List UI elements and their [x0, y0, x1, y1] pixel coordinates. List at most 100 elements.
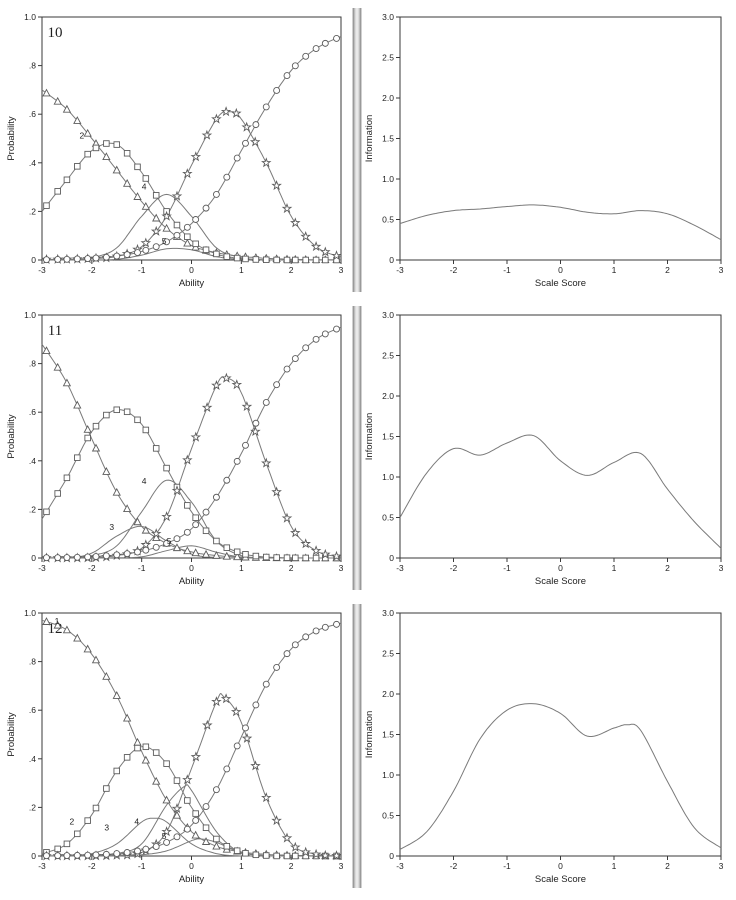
svg-text:1: 1 [239, 563, 244, 573]
svg-text:.2: .2 [29, 802, 36, 812]
svg-text:2: 2 [289, 563, 294, 573]
svg-text:3: 3 [104, 822, 109, 832]
svg-text:3: 3 [719, 861, 724, 871]
item-10-information-chart-panel: -3 -2 -1 0 1 2 3 0 0.5 1.0 1.5 2.0 2.5 3.0 Scale Score… [362, 8, 732, 292]
svg-text:0: 0 [189, 861, 194, 871]
item-12-category-probability-chart: -3 -2 -1 0 1 2 3 0 .2 .4 .6 .8 1.0 Ability Probability… [6, 608, 344, 885]
svg-text:0: 0 [558, 861, 563, 871]
svg-text:-3: -3 [396, 563, 404, 573]
svg-text:Probability: Probability [6, 712, 17, 757]
svg-text:1.0: 1.0 [382, 472, 394, 482]
column-separator [352, 604, 362, 888]
svg-text:Scale Score: Scale Score [535, 874, 586, 885]
svg-text:.2: .2 [29, 206, 36, 216]
svg-text:1.0: 1.0 [24, 12, 36, 22]
svg-text:2: 2 [70, 816, 75, 826]
svg-text:-3: -3 [38, 563, 46, 573]
svg-text:3: 3 [339, 861, 344, 871]
svg-text:3.0: 3.0 [382, 12, 394, 22]
svg-text:Information: Information [364, 115, 375, 163]
svg-text:.4: .4 [29, 456, 36, 466]
svg-text:-3: -3 [396, 861, 404, 871]
svg-text:2: 2 [665, 265, 670, 275]
svg-text:1.0: 1.0 [382, 770, 394, 780]
svg-text:Ability: Ability [179, 278, 205, 289]
svg-text:-1: -1 [138, 563, 146, 573]
svg-text:0: 0 [389, 553, 394, 563]
svg-text:11: 11 [48, 323, 62, 339]
svg-text:0.5: 0.5 [382, 513, 394, 523]
svg-text:Ability: Ability [179, 576, 205, 587]
column-separator [352, 8, 362, 292]
svg-text:1.5: 1.5 [382, 432, 394, 442]
svg-text:0: 0 [31, 851, 36, 861]
svg-text:1.0: 1.0 [24, 608, 36, 618]
svg-text:-1: -1 [138, 265, 146, 275]
svg-text:Probability: Probability [6, 116, 17, 161]
svg-text:3.0: 3.0 [382, 608, 394, 618]
svg-text:.8: .8 [29, 61, 36, 71]
svg-text:2.0: 2.0 [382, 93, 394, 103]
svg-text:-1: -1 [138, 861, 146, 871]
item-10-row: -3 -2 -1 0 1 2 3 0 .2 .4 .6 .8 1.0 Ability Probability… [4, 8, 732, 292]
item-10-information-chart: -3 -2 -1 0 1 2 3 0 0.5 1.0 1.5 2.0 2.5 3.0 Scale Score… [364, 12, 724, 289]
svg-text:.6: .6 [29, 705, 36, 715]
svg-text:3: 3 [719, 563, 724, 573]
svg-text:3: 3 [719, 265, 724, 275]
svg-text:-2: -2 [88, 265, 96, 275]
svg-text:0: 0 [31, 255, 36, 265]
svg-text:1.5: 1.5 [382, 134, 394, 144]
svg-text:-2: -2 [450, 265, 458, 275]
svg-text:2: 2 [289, 861, 294, 871]
svg-text:1.0: 1.0 [24, 310, 36, 320]
svg-text:1: 1 [239, 861, 244, 871]
item-10-category-probability-chart: -3 -2 -1 0 1 2 3 0 .2 .4 .6 .8 1.0 Ability Probability… [6, 12, 344, 289]
svg-text:0: 0 [189, 563, 194, 573]
svg-text:0: 0 [31, 553, 36, 563]
svg-text:2: 2 [289, 265, 294, 275]
svg-text:-2: -2 [450, 563, 458, 573]
svg-text:-1: -1 [503, 563, 511, 573]
svg-text:0: 0 [189, 265, 194, 275]
svg-text:10: 10 [48, 25, 63, 41]
svg-text:-3: -3 [38, 861, 46, 871]
svg-text:4: 4 [134, 816, 139, 826]
svg-text:.8: .8 [29, 359, 36, 369]
svg-text:0: 0 [389, 255, 394, 265]
item-12-category-chart-panel: -3 -2 -1 0 1 2 3 0 .2 .4 .6 .8 1.0 Ability Probability… [4, 604, 352, 888]
svg-text:4: 4 [142, 182, 147, 192]
svg-text:1: 1 [612, 265, 617, 275]
svg-text:0: 0 [389, 851, 394, 861]
svg-text:Information: Information [364, 413, 375, 461]
svg-text:2.0: 2.0 [382, 391, 394, 401]
svg-text:Ability: Ability [179, 874, 205, 885]
item-12-information-chart-panel: -3 -2 -1 0 1 2 3 0 0.5 1.0 1.5 2.0 2.5 3.0 Scale Score… [362, 604, 732, 888]
svg-text:1: 1 [612, 563, 617, 573]
svg-text:Scale Score: Scale Score [535, 576, 586, 587]
item-11-row: -3 -2 -1 0 1 2 3 0 .2 .4 .6 .8 1.0 Ability Probability… [4, 306, 732, 590]
svg-text:3: 3 [339, 563, 344, 573]
svg-text:-2: -2 [88, 563, 96, 573]
svg-text:2.5: 2.5 [382, 649, 394, 659]
svg-text:2: 2 [665, 861, 670, 871]
svg-text:.8: .8 [29, 657, 36, 667]
svg-text:1: 1 [55, 616, 60, 626]
svg-text:1: 1 [612, 861, 617, 871]
item-10-category-chart-panel: -3 -2 -1 0 1 2 3 0 .2 .4 .6 .8 1.0 Ability Probability… [4, 8, 352, 292]
item-11-category-chart-panel: -3 -2 -1 0 1 2 3 0 .2 .4 .6 .8 1.0 Ability Probability… [4, 306, 352, 590]
svg-text:2: 2 [79, 131, 84, 141]
item-12-row: -3 -2 -1 0 1 2 3 0 .2 .4 .6 .8 1.0 Ability Probability… [4, 604, 732, 888]
svg-text:Scale Score: Scale Score [535, 278, 586, 289]
svg-text:3: 3 [109, 522, 114, 532]
svg-text:3: 3 [339, 265, 344, 275]
svg-text:5: 5 [162, 236, 167, 246]
svg-text:2.0: 2.0 [382, 689, 394, 699]
svg-text:5: 5 [167, 536, 172, 546]
svg-text:.4: .4 [29, 158, 36, 168]
item-11-category-probability-chart: -3 -2 -1 0 1 2 3 0 .2 .4 .6 .8 1.0 Ability Probability… [6, 310, 344, 587]
svg-text:.4: .4 [29, 754, 36, 764]
svg-text:-3: -3 [396, 265, 404, 275]
svg-text:2.5: 2.5 [382, 53, 394, 63]
svg-text:.6: .6 [29, 109, 36, 119]
